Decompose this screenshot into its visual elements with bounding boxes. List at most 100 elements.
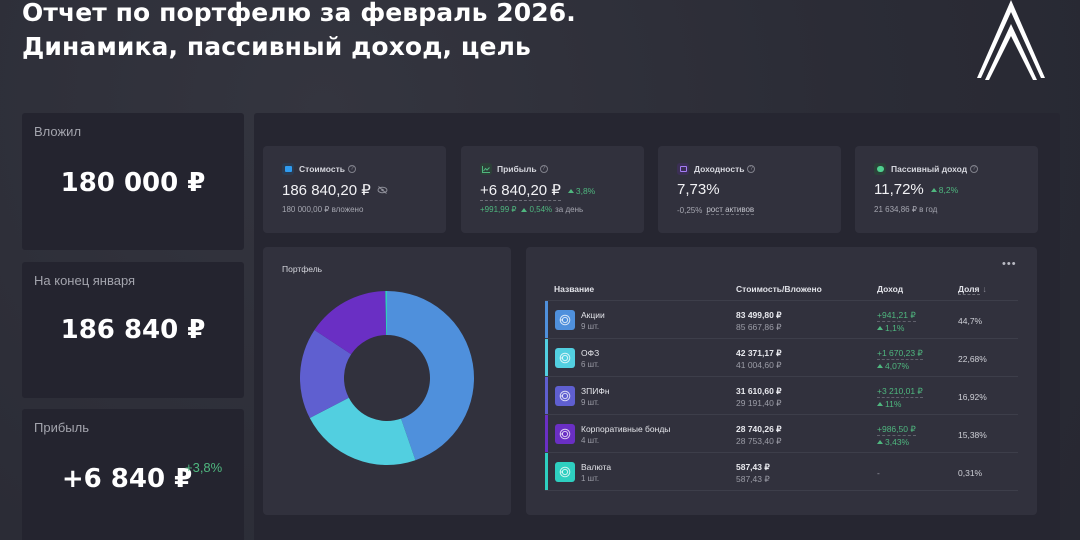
stat-badge: 3,8% (567, 186, 595, 196)
sort-down-icon[interactable]: ↓ (982, 284, 987, 294)
asset-quantity: 9 шт. (581, 398, 600, 407)
asset-growth-link[interactable]: рост активов (706, 205, 755, 215)
summary-label: Вложил (34, 124, 82, 139)
summary-label: На конец января (34, 273, 136, 288)
stat-title: Доходность (694, 164, 745, 174)
summary-value: 180 000 ₽ (60, 168, 206, 198)
asset-invested: 587,43 ₽ (736, 474, 770, 484)
stat-card-yield: Доходность ? 7,73% -0,25% рост активов (658, 146, 841, 233)
row-divider (545, 490, 1018, 491)
asset-invested: 85 667,86 ₽ (736, 322, 782, 332)
table-row[interactable]: Акции 9 шт. 83 499,80 ₽ 85 667,86 ₽ +941… (545, 301, 1018, 339)
help-icon[interactable]: ? (747, 165, 756, 173)
asset-name: ЗПИФн (581, 386, 610, 396)
more-options-button[interactable]: ••• (1002, 258, 1017, 270)
asset-income-pct: 4,07% (877, 361, 909, 371)
stat-sub: 180 000,00 ₽ вложено (282, 205, 364, 214)
asset-value: 28 740,26 ₽ (736, 424, 782, 434)
row-divider (545, 376, 1018, 377)
asset-value: 42 371,17 ₽ (736, 348, 782, 358)
donut-segment[interactable] (300, 329, 352, 419)
arrow-up-icon (930, 187, 937, 192)
summary-value: +6 840 ₽ (61, 464, 193, 494)
asset-class-icon (555, 386, 575, 406)
eye-hidden-icon[interactable] (377, 186, 388, 194)
asset-class-icon (555, 424, 575, 444)
row-divider (545, 414, 1018, 415)
row-divider (545, 452, 1018, 453)
page-title: Отчет по портфелю за февраль 2026. Динам… (22, 0, 576, 64)
asset-invested: 41 004,60 ₽ (736, 360, 782, 370)
stat-title: Прибыль (497, 164, 537, 174)
table-row[interactable]: Корпоративные бонды 4 шт. 28 740,26 ₽ 28… (545, 415, 1018, 453)
asset-income-pct: 1,1% (877, 323, 904, 333)
row-color-bar (545, 415, 548, 453)
summary-card-invested: Вложил 180 000 ₽ (22, 113, 244, 250)
donut-segment[interactable] (314, 291, 387, 355)
stat-value: 186 840,20 ₽ (282, 182, 371, 199)
column-header-income[interactable]: Доход (877, 284, 904, 294)
donut-segment[interactable] (309, 397, 416, 465)
table-row[interactable]: ЗПИФн 9 шт. 31 610,60 ₽ 29 191,40 ₽ +3 2… (545, 377, 1018, 415)
donut-segment[interactable] (387, 291, 474, 461)
calendar-icon (677, 163, 689, 175)
stat-card-profit: Прибыль ? +6 840,20 ₽ 3,8% +991,99 ₽ 0,5… (461, 146, 644, 233)
row-color-bar (545, 339, 548, 377)
arrow-up-icon (567, 189, 574, 193)
stat-sub-pct: -0,25% (677, 205, 703, 215)
asset-value: 31 610,60 ₽ (736, 386, 782, 396)
row-divider (545, 338, 1018, 339)
summary-value: 186 840 ₽ (60, 315, 206, 345)
asset-quantity: 6 шт. (581, 360, 600, 369)
help-icon[interactable]: ? (539, 165, 548, 173)
help-icon[interactable]: ? (970, 165, 979, 173)
stat-sub-suffix: за день (555, 205, 584, 214)
wallet-icon (282, 163, 294, 175)
header-divider (545, 300, 1018, 301)
donut-segment[interactable] (385, 291, 387, 336)
help-icon[interactable]: ? (347, 165, 356, 173)
asset-name: ОФЗ (581, 348, 600, 358)
stat-card-passive-income: Пассивный доход ? 11,72% 8,2% 21 634,86 … (855, 146, 1038, 233)
arrow-up-icon (877, 402, 883, 406)
portfolio-donut-chart[interactable] (299, 290, 475, 466)
asset-income-amount: +1 670,23 ₽ (877, 348, 923, 360)
asset-invested: 28 753,40 ₽ (736, 436, 782, 446)
asset-class-icon (555, 310, 575, 330)
chart-icon (480, 163, 492, 175)
page-title-line-1: Отчет по портфелю за февраль 2026. (22, 0, 576, 27)
asset-class-icon (555, 348, 575, 368)
summary-delta: +3,8% (185, 460, 223, 475)
asset-share: 15,38% (958, 430, 987, 440)
asset-income-pct: 3,43% (877, 437, 909, 447)
asset-share: 0,31% (958, 468, 983, 478)
stat-value: +6 840,20 ₽ (480, 182, 561, 201)
asset-share: 44,7% (958, 316, 983, 326)
dashboard-panel: Стоимость ? 186 840,20 ₽ 180 000,00 ₽ вл… (254, 113, 1060, 540)
stat-badge: 8,2% (930, 185, 958, 195)
stat-title: Стоимость (299, 164, 345, 174)
asset-income-amount: +3 210,01 ₽ (877, 386, 923, 398)
column-header-share[interactable]: Доля ↓ (958, 284, 987, 295)
arrow-up-icon (521, 207, 528, 212)
chart-title: Портфель (282, 264, 323, 274)
asset-income-pct: 11% (877, 399, 901, 409)
stat-sub-pct: 0,54% (521, 205, 552, 214)
column-header-value[interactable]: Стоимость/Вложено (736, 284, 822, 294)
stat-title: Пассивный доход (891, 164, 968, 174)
asset-class-icon (555, 462, 575, 482)
table-row[interactable]: ОФЗ 6 шт. 42 371,17 ₽ 41 004,60 ₽ +1 670… (545, 339, 1018, 377)
asset-name: Корпоративные бонды (581, 424, 671, 434)
asset-share: 16,92% (958, 392, 987, 402)
asset-quantity: 1 шт. (581, 474, 600, 483)
asset-name: Валюта (581, 462, 612, 472)
stat-sub-amount: +991,99 ₽ (480, 205, 517, 214)
asset-invested: 29 191,40 ₽ (736, 398, 782, 408)
column-header-name[interactable]: Название (554, 284, 595, 294)
asset-income-amount: +941,21 ₽ (877, 310, 916, 322)
arrow-up-icon (877, 440, 883, 444)
stat-sub: 21 634,86 ₽ в год (874, 205, 938, 214)
stat-value: 11,72% (874, 181, 924, 198)
portfolio-table-card: ••• Название Стоимость/Вложено Доход Дол… (526, 247, 1037, 515)
table-row[interactable]: Валюта 1 шт. 587,43 ₽ 587,43 ₽ - 0,31% (545, 453, 1018, 491)
